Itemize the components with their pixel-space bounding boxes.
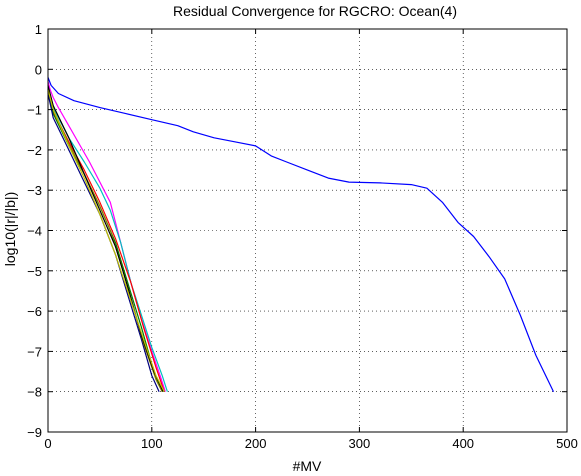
y-tick-label: 0 — [35, 62, 42, 77]
series-line-8 — [47, 85, 164, 392]
y-axis-label: log10(|r|/|b|) — [2, 192, 18, 266]
plot-frame — [47, 28, 568, 433]
x-tick-labels: 0 100 200 300 400 500 — [44, 436, 577, 451]
series-lines — [47, 77, 555, 392]
y-tick-label: −9 — [27, 425, 42, 440]
y-tick-label: −7 — [27, 344, 42, 359]
y-tick-label: −2 — [27, 143, 42, 158]
x-tick-label: 200 — [245, 436, 267, 451]
y-tick-label: 1 — [35, 22, 42, 37]
grid-lines — [48, 29, 567, 432]
series-line-1 — [47, 77, 555, 392]
y-tick-label: −8 — [27, 385, 42, 400]
x-tick-label: 0 — [44, 436, 51, 451]
axis-ticks — [47, 28, 568, 433]
y-tick-label: −5 — [27, 264, 42, 279]
x-tick-label: 500 — [556, 436, 578, 451]
y-tick-label: −4 — [27, 224, 42, 239]
x-tick-label: 400 — [452, 436, 474, 451]
chart-title: Residual Convergence for RGCRO: Ocean(4) — [173, 3, 457, 19]
series-line-9 — [47, 89, 165, 392]
y-tick-label: −6 — [27, 304, 42, 319]
y-tick-label: −1 — [27, 103, 42, 118]
x-tick-label: 300 — [349, 436, 371, 451]
series-line-2 — [47, 81, 166, 392]
x-axis-label: #MV — [293, 458, 322, 474]
y-tick-label: −3 — [27, 183, 42, 198]
x-tick-label: 100 — [141, 436, 163, 451]
y-tick-labels: −9 −8 −7 −6 −5 −4 −3 −2 −1 0 1 — [27, 22, 42, 440]
